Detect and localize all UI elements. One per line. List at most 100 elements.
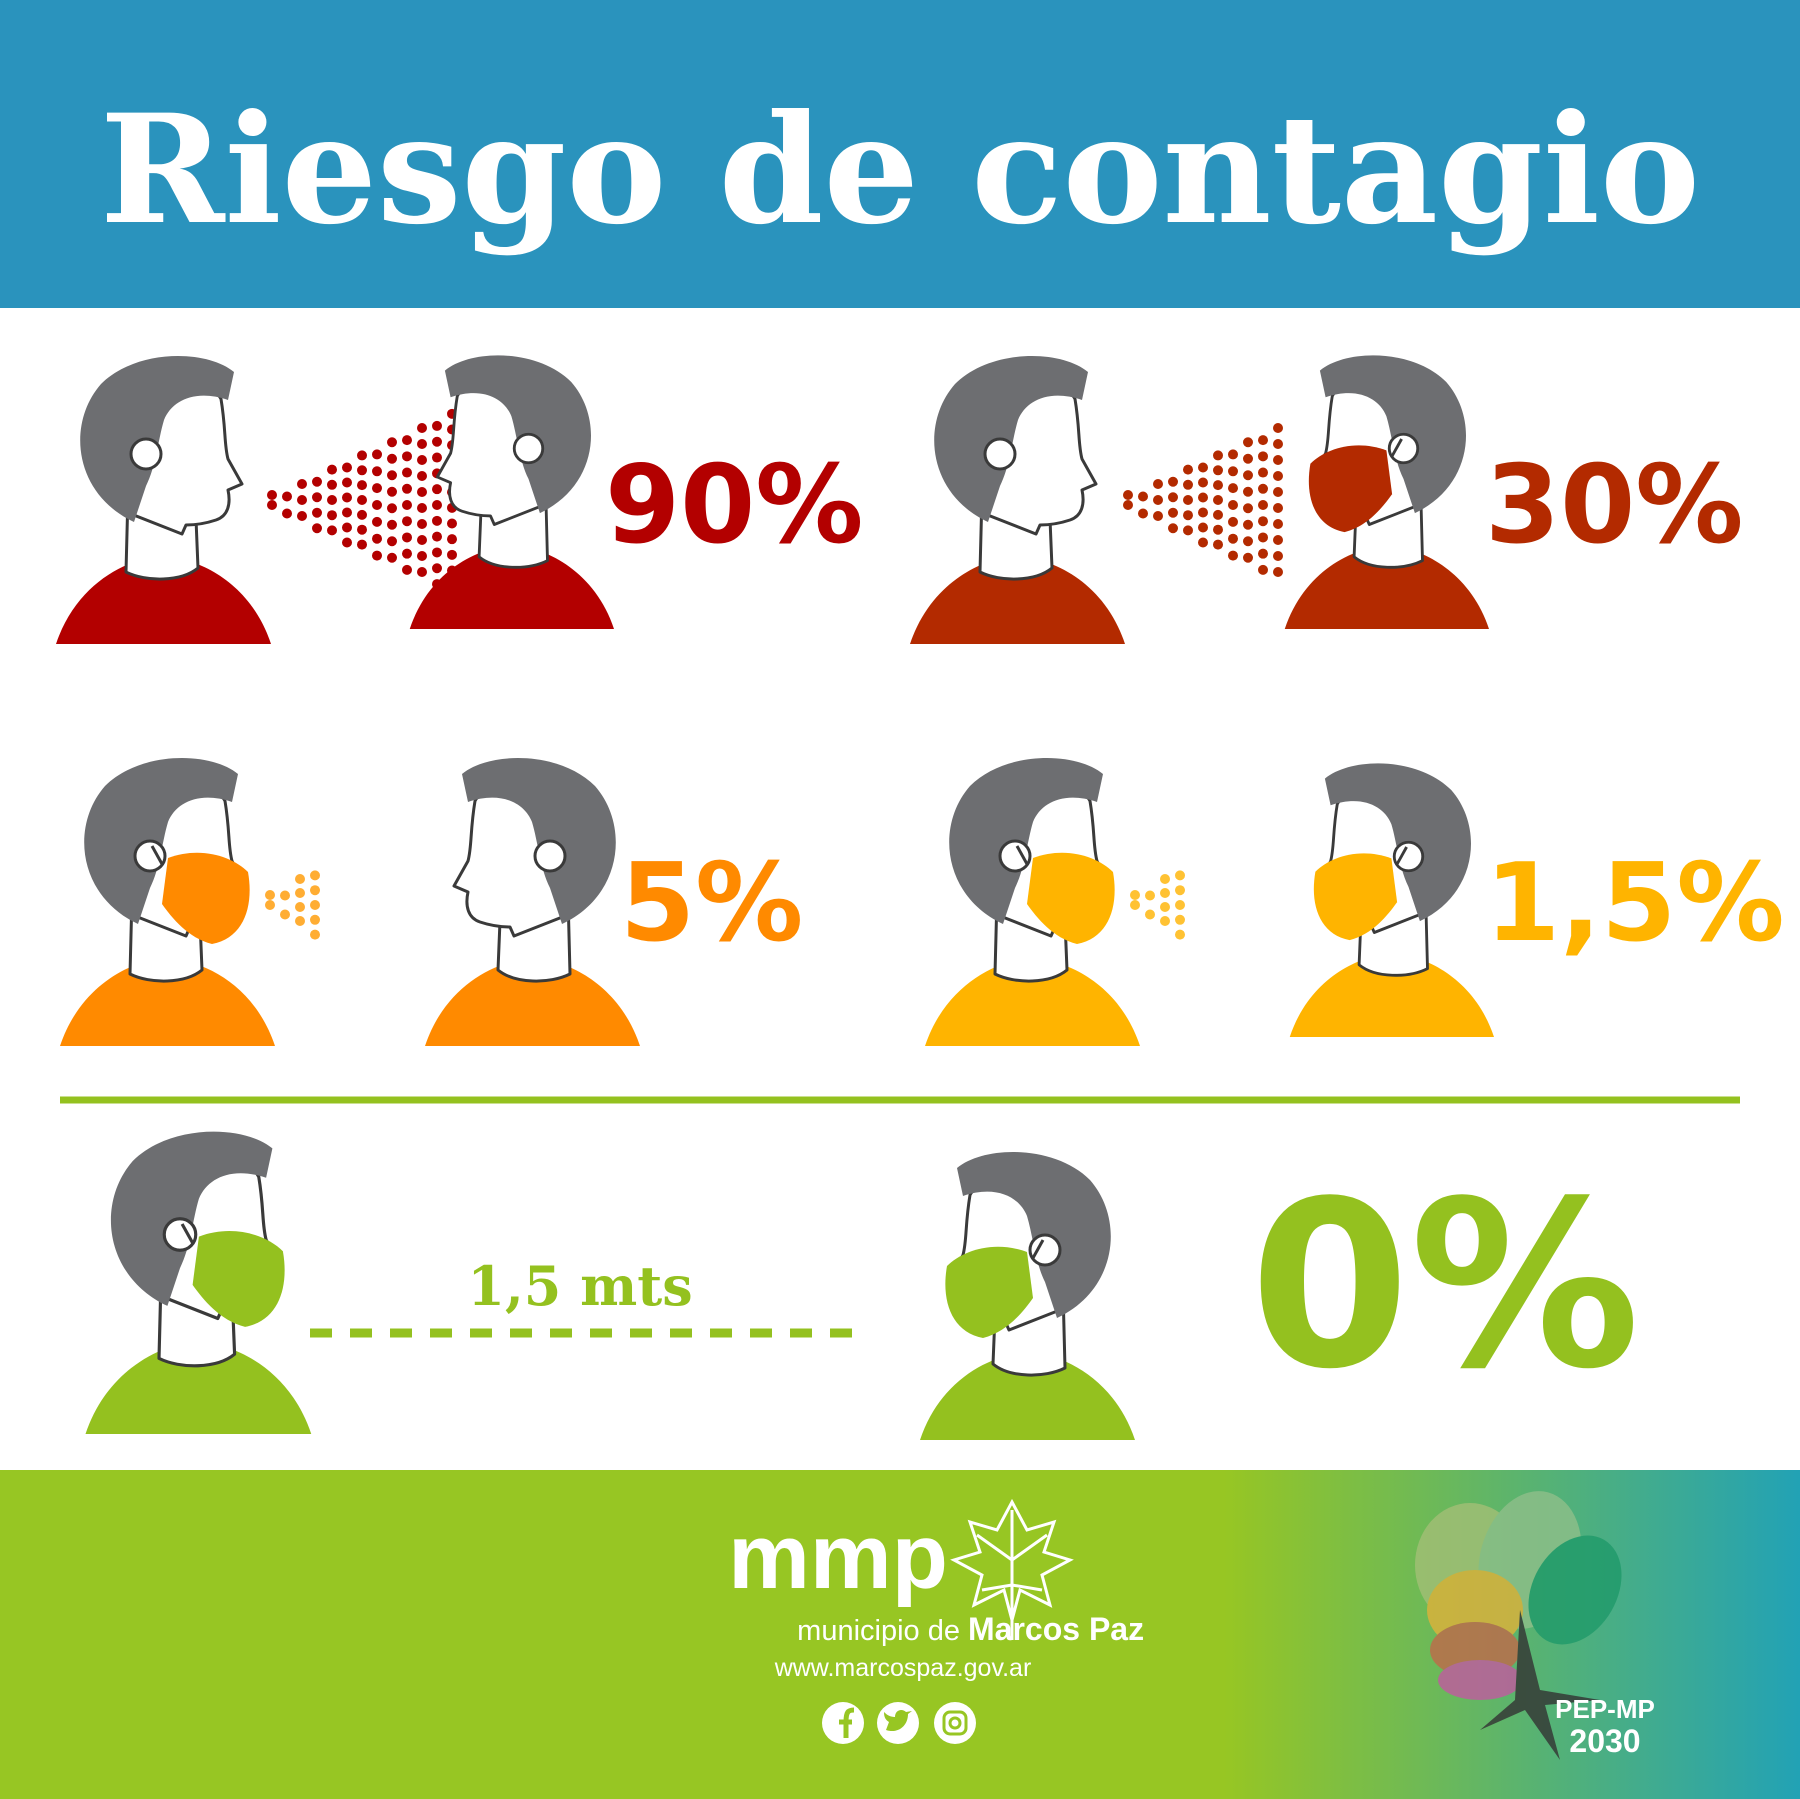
mask-strap	[1390, 438, 1403, 457]
droplet	[342, 537, 352, 548]
droplet	[1228, 449, 1238, 460]
droplet	[1145, 890, 1155, 901]
droplets	[1123, 423, 1283, 577]
droplet	[1145, 909, 1155, 920]
droplets	[267, 408, 457, 592]
risk-label: 30%	[1485, 443, 1744, 568]
logo-line1: PEP-MP	[1555, 1694, 1655, 1724]
droplet	[327, 510, 337, 521]
droplet	[432, 500, 442, 510]
droplet	[280, 909, 290, 920]
droplet	[417, 535, 427, 545]
social-icons	[822, 1702, 976, 1744]
droplet	[447, 549, 457, 560]
droplet	[295, 916, 305, 926]
droplet	[1213, 539, 1223, 550]
droplet	[447, 534, 457, 545]
droplet	[1198, 477, 1208, 488]
person	[1284, 355, 1489, 629]
droplet	[327, 495, 337, 505]
droplet	[295, 874, 305, 884]
hair	[110, 1131, 273, 1306]
droplet	[1160, 874, 1170, 884]
droplet	[1258, 435, 1268, 446]
droplet	[310, 870, 320, 881]
person	[60, 758, 275, 1046]
droplet	[372, 533, 382, 544]
droplet	[1273, 503, 1283, 513]
url: www.marcospaz.gov.ar	[774, 1654, 1032, 1682]
person	[1289, 763, 1494, 1037]
droplet	[267, 500, 277, 510]
header-band	[0, 0, 1800, 308]
mask	[1308, 445, 1393, 533]
droplet	[1258, 500, 1268, 510]
droplet	[1198, 462, 1208, 473]
droplet	[1160, 888, 1170, 898]
municipality-prefix: municipio de	[797, 1615, 960, 1647]
droplet	[282, 491, 292, 502]
droplet	[282, 508, 292, 519]
hair	[80, 356, 234, 522]
droplet	[1138, 508, 1148, 519]
ear	[1392, 840, 1425, 873]
risk-label: 0%	[1250, 1153, 1640, 1420]
droplet	[1273, 519, 1283, 529]
droplet	[387, 503, 397, 514]
droplet	[372, 449, 382, 460]
ear	[1387, 432, 1420, 465]
droplet	[1228, 533, 1238, 544]
droplet	[417, 439, 427, 449]
droplet	[1183, 495, 1193, 505]
shirt	[56, 556, 271, 644]
droplet	[372, 500, 382, 510]
ear	[983, 437, 1017, 471]
shirt	[409, 545, 614, 629]
droplet	[327, 464, 337, 475]
droplet	[402, 483, 412, 494]
droplet	[1243, 437, 1253, 448]
droplet	[1153, 495, 1163, 505]
droplet	[1258, 532, 1268, 543]
person	[56, 356, 271, 644]
droplet	[357, 480, 367, 491]
risk-label: 5%	[620, 841, 803, 966]
droplet	[1273, 535, 1283, 545]
droplet	[1243, 552, 1253, 563]
person	[409, 355, 614, 629]
ear	[133, 839, 167, 873]
droplet	[1258, 451, 1268, 462]
droplet	[1153, 479, 1163, 489]
droplet	[417, 567, 427, 577]
droplet	[402, 548, 412, 559]
person	[920, 1152, 1135, 1440]
droplet	[312, 492, 322, 503]
droplet	[1198, 492, 1208, 503]
droplet	[1213, 524, 1223, 535]
droplet	[295, 888, 305, 898]
mask-strap	[1395, 846, 1408, 865]
droplet	[432, 484, 442, 495]
mask	[1313, 853, 1398, 941]
droplet	[357, 465, 367, 476]
droplet	[1198, 507, 1208, 518]
droplet	[1258, 548, 1268, 559]
ear	[162, 1217, 198, 1252]
twitter-glyph	[884, 1709, 912, 1732]
ear	[533, 839, 567, 873]
droplet	[432, 515, 442, 526]
instagram-icon[interactable]	[934, 1702, 976, 1744]
shirt	[910, 556, 1125, 644]
droplet	[1175, 885, 1185, 896]
droplet	[417, 551, 427, 561]
droplet	[1243, 519, 1253, 530]
droplet	[402, 532, 412, 543]
droplet	[295, 902, 305, 912]
municipality-name: Marcos Paz	[968, 1611, 1144, 1647]
title: Riesgo de contagio	[100, 82, 1700, 258]
droplet	[310, 929, 320, 940]
droplet	[1168, 492, 1178, 503]
droplet	[1258, 467, 1268, 478]
droplet	[280, 890, 290, 901]
droplet	[1273, 455, 1283, 465]
